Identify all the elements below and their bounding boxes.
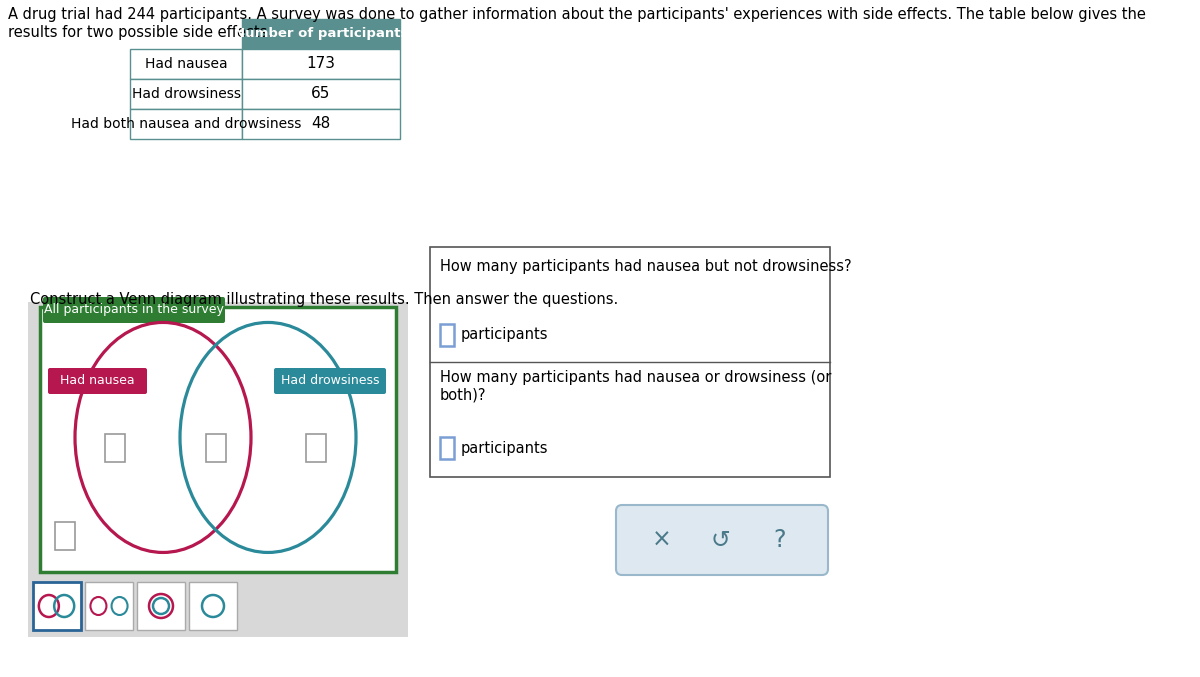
FancyBboxPatch shape bbox=[55, 522, 74, 550]
Text: participants: participants bbox=[461, 328, 548, 343]
Text: 173: 173 bbox=[306, 56, 336, 72]
FancyBboxPatch shape bbox=[130, 109, 242, 139]
Text: Construct a Venn diagram illustrating these results. Then answer the questions.: Construct a Venn diagram illustrating th… bbox=[30, 292, 618, 307]
FancyBboxPatch shape bbox=[34, 580, 242, 632]
FancyBboxPatch shape bbox=[137, 582, 185, 630]
FancyBboxPatch shape bbox=[130, 49, 242, 79]
FancyBboxPatch shape bbox=[190, 582, 238, 630]
FancyBboxPatch shape bbox=[430, 247, 830, 477]
FancyBboxPatch shape bbox=[28, 302, 408, 637]
FancyBboxPatch shape bbox=[242, 19, 400, 49]
FancyBboxPatch shape bbox=[242, 79, 400, 109]
FancyBboxPatch shape bbox=[40, 307, 396, 572]
Text: ?: ? bbox=[774, 528, 786, 552]
FancyBboxPatch shape bbox=[242, 49, 400, 79]
FancyBboxPatch shape bbox=[43, 297, 226, 323]
Text: A drug trial had 244 participants. A survey was done to gather information about: A drug trial had 244 participants. A sur… bbox=[8, 7, 1146, 22]
Text: 48: 48 bbox=[311, 116, 331, 131]
Text: ↺: ↺ bbox=[710, 528, 730, 552]
Text: Had nausea: Had nausea bbox=[145, 57, 227, 71]
FancyBboxPatch shape bbox=[440, 324, 454, 346]
FancyBboxPatch shape bbox=[242, 109, 400, 139]
FancyBboxPatch shape bbox=[48, 368, 148, 394]
FancyBboxPatch shape bbox=[106, 435, 125, 462]
Text: Had drowsiness: Had drowsiness bbox=[281, 374, 379, 387]
Text: Had drowsiness: Had drowsiness bbox=[132, 87, 240, 101]
FancyBboxPatch shape bbox=[85, 582, 133, 630]
Text: ×: × bbox=[652, 528, 672, 552]
Text: All participants in the survey: All participants in the survey bbox=[44, 303, 224, 317]
FancyBboxPatch shape bbox=[274, 368, 386, 394]
FancyBboxPatch shape bbox=[440, 437, 454, 459]
Text: How many participants had nausea or drowsiness (or
both)?: How many participants had nausea or drow… bbox=[440, 370, 832, 402]
FancyBboxPatch shape bbox=[34, 582, 82, 630]
FancyBboxPatch shape bbox=[616, 505, 828, 575]
FancyBboxPatch shape bbox=[130, 79, 242, 109]
Text: results for two possible side effects.: results for two possible side effects. bbox=[8, 25, 272, 40]
Text: participants: participants bbox=[461, 441, 548, 456]
Text: How many participants had nausea but not drowsiness?: How many participants had nausea but not… bbox=[440, 259, 852, 274]
Text: Had both nausea and drowsiness: Had both nausea and drowsiness bbox=[71, 117, 301, 131]
Text: Had nausea: Had nausea bbox=[60, 374, 134, 387]
Text: 65: 65 bbox=[311, 87, 331, 102]
FancyBboxPatch shape bbox=[306, 435, 326, 462]
FancyBboxPatch shape bbox=[205, 435, 226, 462]
Text: Number of participants: Number of participants bbox=[234, 28, 408, 41]
